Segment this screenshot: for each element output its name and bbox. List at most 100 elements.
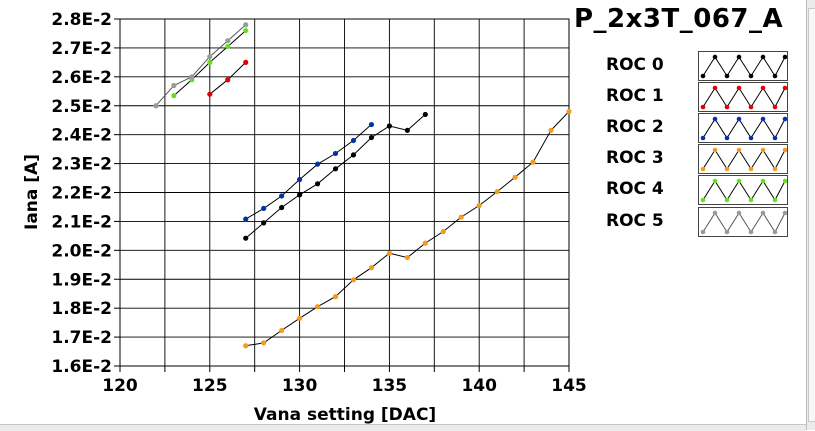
horizontal-scrollbar[interactable] [0,424,806,431]
legend: ROC 0 ROC 1 ROC 2 ROC 3 ROC 4 ROC 5 [596,46,806,242]
x-axis-label: Vana setting [DAC] [254,405,436,424]
vertical-scrollbar[interactable] [806,0,815,430]
legend-glyph-marker [760,85,766,91]
data-point [243,216,249,222]
legend-glyph-marker [700,135,706,141]
x-tick-label: 145 [551,376,587,396]
legend-glyph-marker [724,166,730,172]
y-axis-label: Iana [A] [22,154,42,230]
data-point [332,166,339,172]
data-point [350,277,357,283]
data-point [243,235,249,241]
legend-glyph-line [702,118,786,139]
data-point [243,22,249,28]
legend-glyph-marker [724,229,730,235]
data-point [404,127,410,133]
legend-label: ROC 1 [606,86,664,106]
series-roc-2 [243,121,375,222]
data-point [386,123,392,129]
legend-glyph-marker [748,166,754,172]
legend-glyph-marker [772,166,778,172]
data-point [297,315,303,321]
data-point [350,152,357,158]
data-point [243,27,249,34]
data-point [332,150,339,157]
legend-glyph-marker [772,135,778,141]
data-point [548,127,554,133]
data-point [314,161,321,167]
legend-glyph-marker [724,104,730,110]
data-point [261,220,267,226]
legend-glyph-marker [724,197,730,203]
series-line [245,111,570,347]
legend-glyph-marker [760,116,766,122]
legend-glyph-marker [782,85,787,91]
data-point [404,254,410,261]
data-point [350,137,357,144]
x-tick-label: 120 [102,376,138,396]
data-point [171,82,177,89]
y-tick-label: 2.6E-2 [51,68,112,88]
data-point [189,74,195,80]
data-point [458,214,464,220]
data-point [225,77,231,83]
legend-swatch [698,82,788,112]
legend-glyph-marker [700,73,706,79]
y-tick-label: 2.8E-2 [51,10,112,30]
data-point [207,59,213,65]
tick-layer: 120 125 130 135 140 145 1.6E-2 1.7E-2 1.8E-2 1.9E… [51,10,586,396]
legend-glyph-marker [736,178,742,184]
legend-glyph-marker [772,73,778,79]
data-point [171,93,177,99]
legend-glyph [700,116,787,141]
legend-swatch [698,207,788,237]
scrollbar-thumb[interactable] [808,8,815,422]
legend-glyph-marker [736,85,742,91]
legend-glyph-marker [712,54,718,60]
series-layer [153,22,572,349]
legend-glyph-marker [760,54,766,60]
legend-glyph-marker [712,85,718,91]
legend-glyph-marker [700,104,706,110]
legend-entry-roc-5: ROC 5 [596,206,806,237]
legend-glyph-marker [760,178,766,184]
legend-glyph-marker [772,197,778,203]
legend-label: ROC 4 [606,179,664,199]
data-point [261,205,267,212]
legend-label: ROC 2 [606,117,664,137]
x-tick-label: 135 [372,376,408,396]
legend-glyph-marker [736,54,742,60]
legend-glyph-marker [736,116,742,122]
series-line [245,124,372,220]
data-point [368,121,375,128]
legend-glyph-marker [748,229,754,235]
legend-glyph-marker [748,73,754,79]
legend-glyph-marker [712,116,718,122]
legend-glyph-line [702,180,786,201]
series-roc-5 [153,22,249,109]
plot-area: 120 125 130 135 140 145 1.6E-2 1.7E-2 1.8E-2 1.9E… [22,10,587,424]
data-point [279,193,285,199]
legend-glyph-marker [782,210,787,216]
legend-swatch [698,51,788,81]
x-tick-label: 125 [192,376,228,396]
legend-glyph-marker [700,166,706,172]
chart-title: P_2x3T_067_A [574,4,784,34]
legend-glyph-marker [748,135,754,141]
y-tick-label: 2.1E-2 [51,212,112,232]
legend-glyph [700,178,787,203]
data-point [207,53,213,60]
legend-label: ROC 3 [606,148,664,168]
data-point [207,91,213,97]
data-point [225,38,231,44]
data-point [225,43,231,50]
x-tick-label: 140 [461,376,497,396]
legend-glyph-marker [782,116,787,122]
legend-glyph-marker [736,210,742,216]
legend-glyph-marker [772,229,778,235]
legend-glyph-marker [772,104,778,110]
data-point [153,103,159,109]
y-tick-label: 2.3E-2 [51,155,112,175]
legend-glyph-marker [760,147,766,153]
x-tick-label: 130 [282,376,318,396]
